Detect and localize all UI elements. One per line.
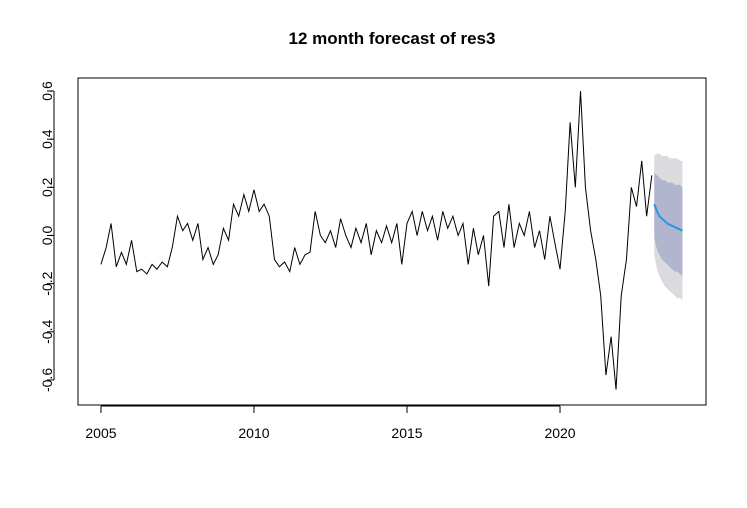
y-tick-label: -0.4 bbox=[39, 320, 55, 344]
plot-frame bbox=[77, 77, 707, 406]
forecast-line bbox=[653, 203, 683, 232]
chart-title: 12 month forecast of res3 bbox=[289, 29, 496, 48]
y-tick-label: -0.2 bbox=[39, 271, 55, 295]
y-tick-label: 0.2 bbox=[39, 177, 55, 197]
x-tick-label: 2020 bbox=[544, 425, 575, 441]
y-tick-label: -0.6 bbox=[39, 368, 55, 392]
y-tick-label: 0.6 bbox=[39, 81, 55, 101]
x-tick-label: 2005 bbox=[85, 425, 116, 441]
y-tick-label: 0.4 bbox=[39, 129, 55, 149]
y-tick-label: 0.0 bbox=[39, 226, 55, 246]
history-line bbox=[100, 90, 653, 390]
x-tick-label: 2015 bbox=[391, 425, 422, 441]
x-tick-label: 2010 bbox=[238, 425, 269, 441]
